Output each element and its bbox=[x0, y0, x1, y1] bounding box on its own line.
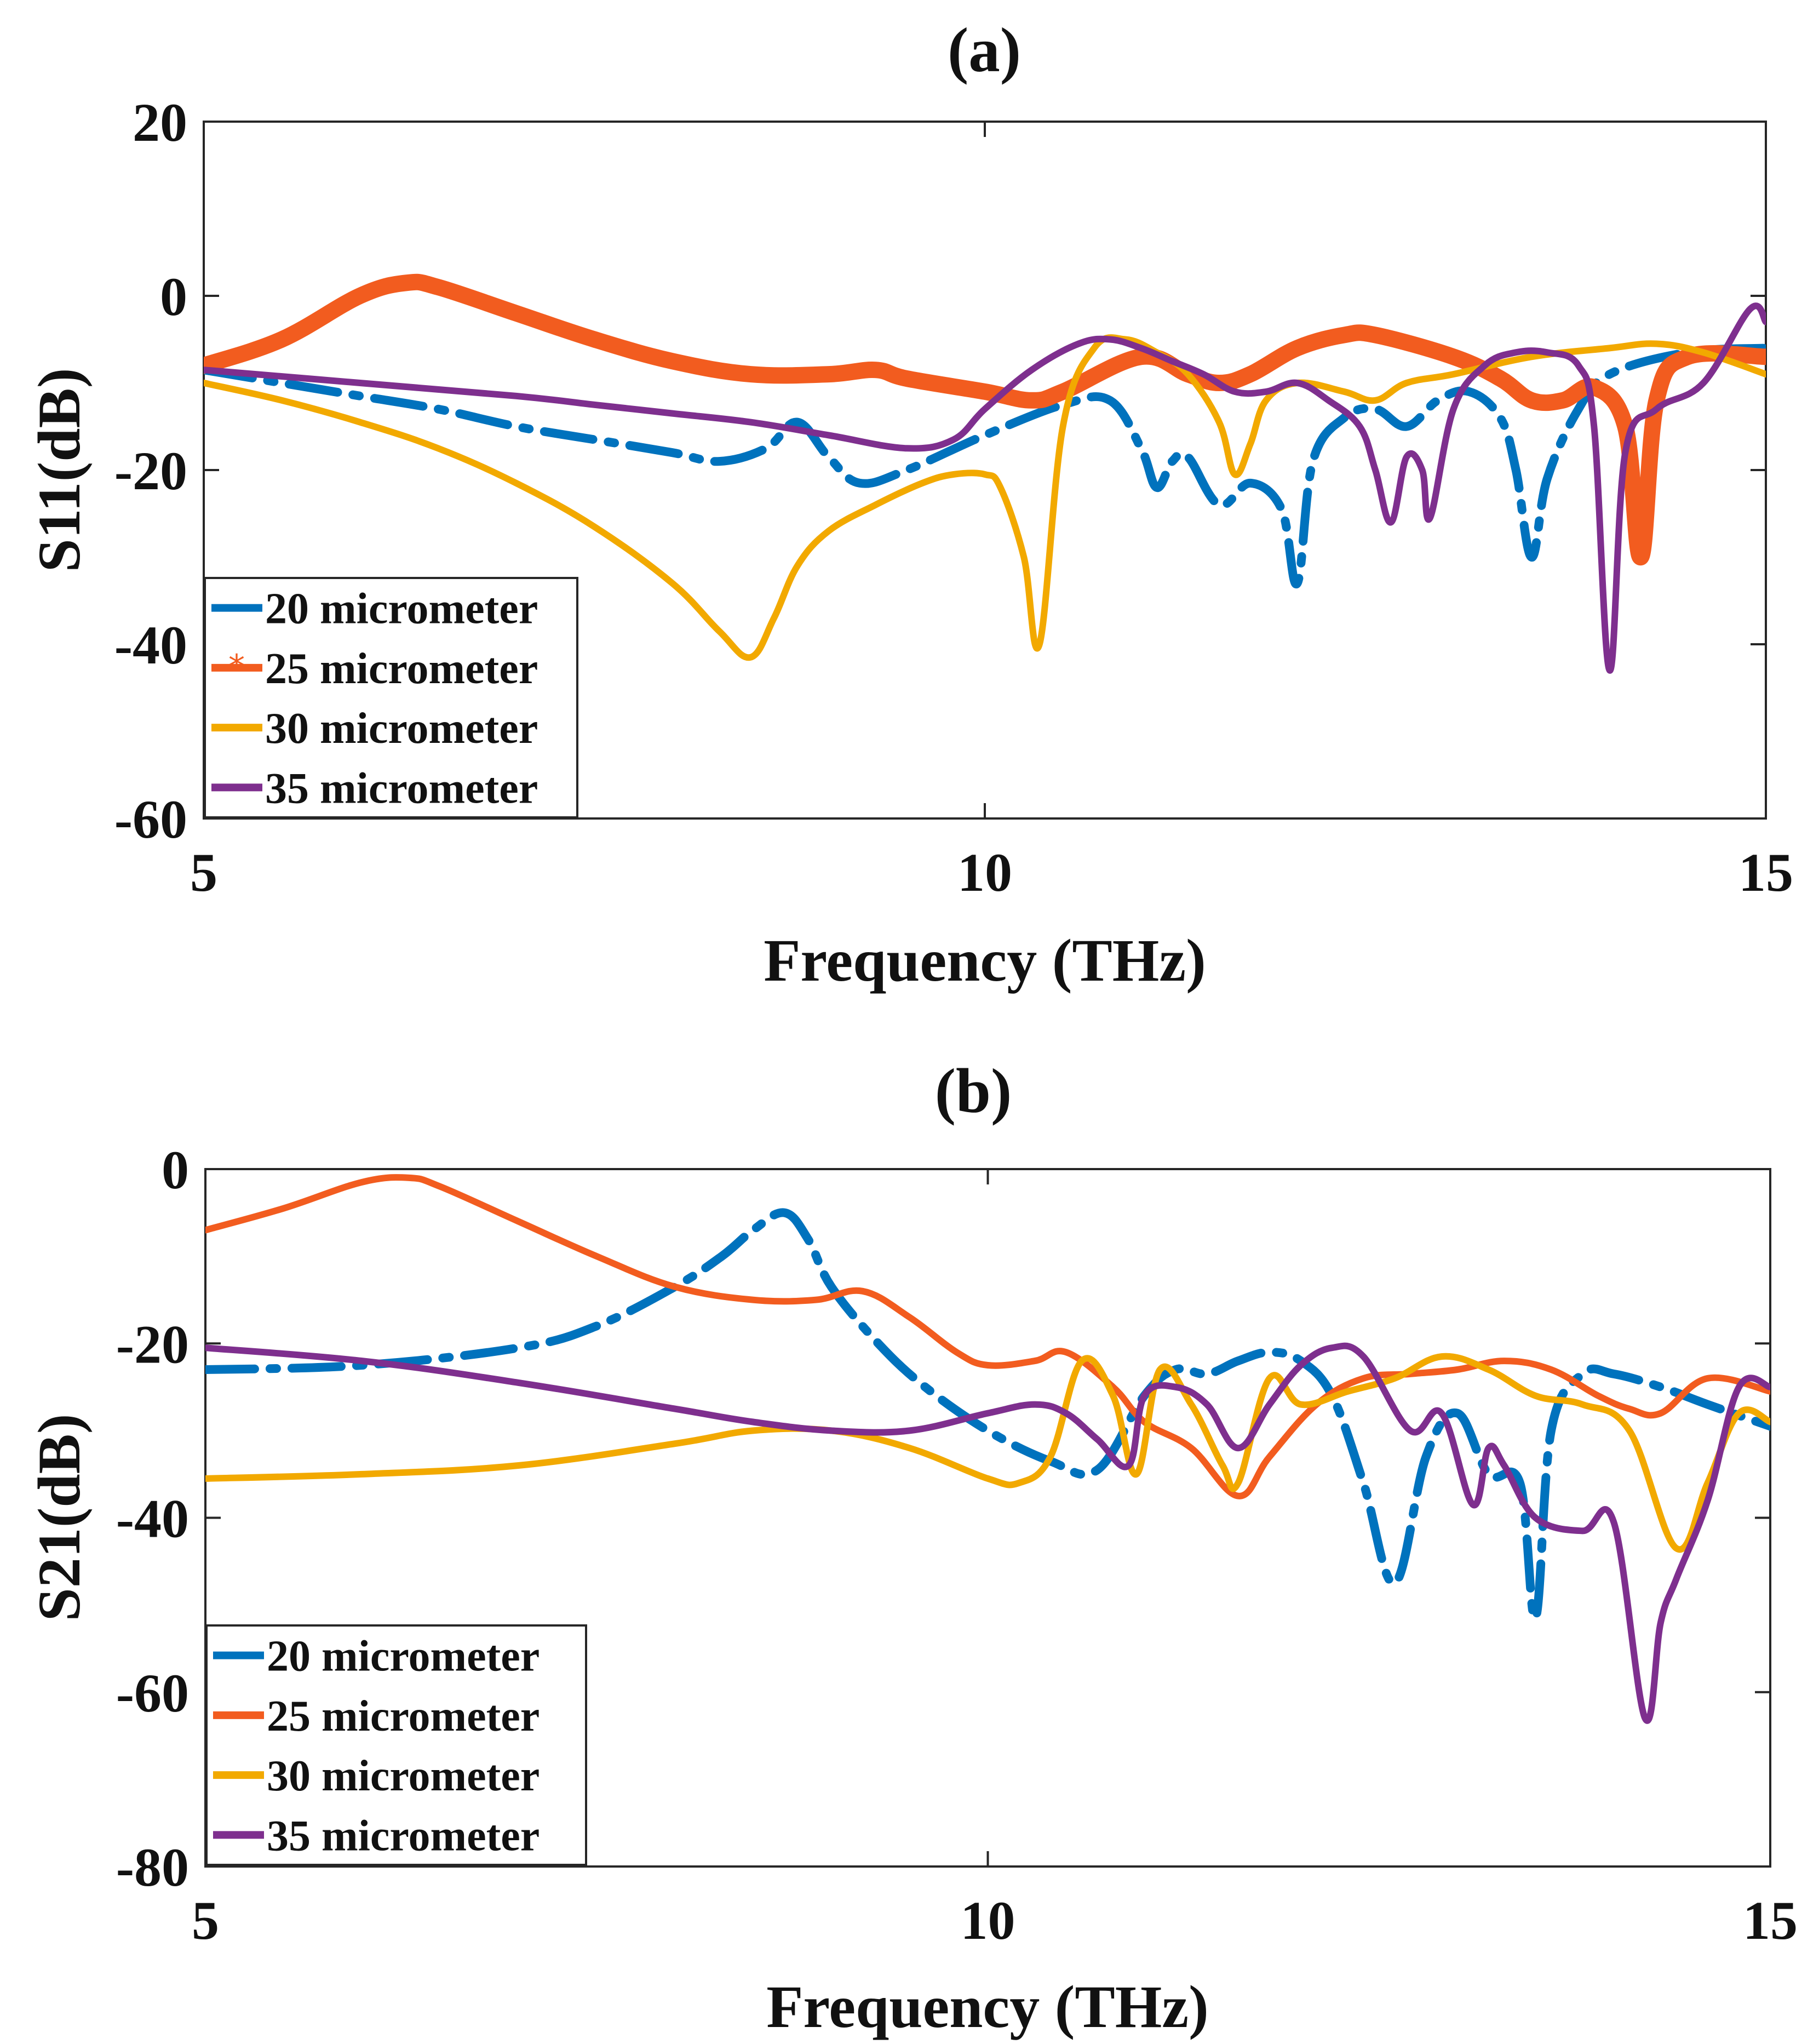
panel-b-y-tick-label: -40 bbox=[116, 1488, 189, 1549]
panel-a: (a) 5 10 15 20 0 -20 -40 -60 Frequency (THz) S1… bbox=[26, 15, 1793, 994]
panel-b-x-tick-label: 10 bbox=[961, 1890, 1015, 1951]
panel-a-x-axis-label: Frequency (THz) bbox=[764, 927, 1206, 994]
panel-b-x-axis-label: Frequency (THz) bbox=[766, 1973, 1209, 2040]
panel-a-legend-box bbox=[204, 577, 578, 818]
panel-a-y-axis-label: S11(dB) bbox=[26, 368, 93, 572]
panel-a-legend-label: 25 micrometer bbox=[265, 645, 538, 693]
panel-b-title: (b) bbox=[935, 1056, 1012, 1126]
panel-b-y-tick-label: 0 bbox=[162, 1140, 189, 1200]
panel-a-legend-label: 30 micrometer bbox=[265, 705, 538, 753]
panel-a-legend-marker: * bbox=[228, 648, 245, 686]
panel-b-y-tick-label: -20 bbox=[116, 1314, 189, 1375]
panel-b-series-20-micrometer bbox=[205, 1208, 1770, 1623]
panel-b-x-tick-label: 5 bbox=[192, 1890, 219, 1951]
panel-b-series-25-micrometer bbox=[205, 1174, 1770, 1499]
panel-b-y-axis-label: S21(dB) bbox=[26, 1414, 93, 1622]
panel-a-y-tick-label: -60 bbox=[114, 789, 187, 850]
panel-b-legend-label: 25 micrometer bbox=[267, 1692, 540, 1740]
panel-b-legend-label: 20 micrometer bbox=[267, 1633, 540, 1681]
panel-b-legend-label: 35 micrometer bbox=[267, 1812, 540, 1860]
panel-a-x-tick-label: 15 bbox=[1738, 842, 1793, 903]
panel-b: (b) 5 10 15 0 -20 -40 -60 -80 Frequency (THz) S… bbox=[26, 1056, 1798, 2040]
panel-a-y-tick-label: 20 bbox=[133, 92, 187, 153]
panel-b-y-tick-label: -60 bbox=[116, 1663, 189, 1724]
panel-b-legend-label: 30 micrometer bbox=[267, 1752, 540, 1800]
panel-a-y-tick-label: -40 bbox=[114, 615, 187, 675]
panel-b-legend: 20 micrometer 25 micrometer 30 micrometer 3… bbox=[205, 1624, 587, 1866]
panel-b-y-tick-label: -80 bbox=[116, 1837, 189, 1898]
panel-a-series-35-micrometer bbox=[204, 302, 1766, 674]
panel-b-legend-box bbox=[205, 1624, 587, 1866]
panel-a-y-tick-label: 0 bbox=[160, 266, 187, 327]
panel-a-series-20-micrometer bbox=[204, 343, 1766, 589]
panel-b-series-35-micrometer bbox=[205, 1342, 1770, 1724]
panel-b-series-30-micrometer bbox=[205, 1353, 1770, 1553]
panel-a-x-tick-label: 5 bbox=[190, 842, 217, 903]
panel-a-legend-label: 20 micrometer bbox=[265, 585, 538, 633]
panel-b-x-tick-label: 15 bbox=[1743, 1890, 1798, 1951]
panel-a-y-tick-label: -20 bbox=[114, 440, 187, 501]
panel-a-x-tick-label: 10 bbox=[957, 842, 1012, 903]
panel-a-legend-label: 35 micrometer bbox=[265, 764, 538, 812]
panel-a-series-30-micrometer bbox=[204, 334, 1766, 661]
panel-a-title: (a) bbox=[948, 15, 1021, 85]
panel-a-series-25-micrometer bbox=[204, 273, 1766, 566]
panel-a-legend: 20 micrometer * 25 micrometer 30 micrometer… bbox=[204, 577, 578, 818]
